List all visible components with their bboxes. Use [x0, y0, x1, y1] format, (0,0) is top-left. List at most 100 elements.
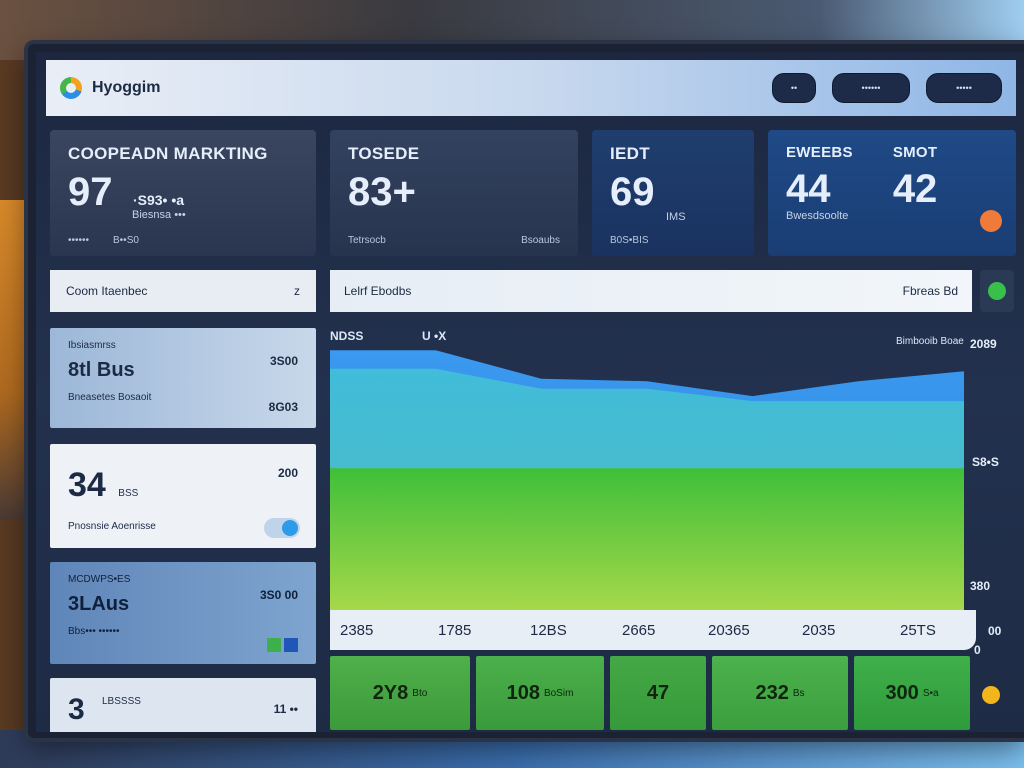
toolbar: •• •••••• ••••• — [772, 73, 1002, 103]
card-caption: Bneasetes Bosaoit — [68, 392, 152, 403]
chart-series-layer — [330, 350, 964, 610]
chip-blue — [284, 638, 298, 652]
kpi-subvalue: ·S93• •a — [132, 192, 185, 208]
kpi-value: 83+ — [348, 170, 416, 214]
card-value-top: 11 •• — [273, 702, 298, 716]
left-panel-header[interactable]: Coom Itaenbec z — [50, 270, 316, 312]
kpi-columns: EWEEBS 44 SMOT 42 — [786, 144, 998, 212]
alert-dot-icon[interactable] — [980, 210, 1002, 232]
card-value-top: 3S00 — [269, 354, 298, 368]
card-value-top: 3S0 00 — [259, 588, 298, 602]
kpi-card-marketing[interactable]: COOPEADN MARKTING 97 ·S93• •a Biesnsa ••… — [50, 130, 316, 256]
list-card[interactable]: 3 LBSSSS 11 •• — [50, 678, 316, 732]
kpi-footer-right: Bsoaubs — [521, 235, 560, 246]
kpi-label: TOSEDE — [348, 144, 420, 163]
x-tick-label: 25TS — [900, 622, 936, 639]
toolbar-button-1[interactable]: •• — [772, 73, 816, 103]
metric-tile[interactable]: 300 S•a — [854, 656, 970, 730]
card-caption: LBSSSS — [102, 696, 141, 707]
tile-value: 2Y8 — [372, 681, 409, 704]
kpi-card-iedt[interactable]: IEDT 69 IMS B0S•BIS — [592, 130, 754, 256]
kpi-label: IEDT — [610, 144, 650, 163]
kpi-value: 97 — [68, 170, 113, 214]
chart-status-button[interactable] — [980, 270, 1014, 312]
kpi-value: 69 — [610, 170, 655, 214]
x-tick-label: 2665 — [622, 622, 656, 639]
y-tick-label: 2089 — [970, 337, 997, 351]
metric-tile[interactable]: 232 Bs — [712, 656, 848, 730]
chart-svg: NDSS U •X Bimbooib Boae 2089 S8•S 380 0 — [330, 329, 999, 657]
metric-tile[interactable]: 47 — [610, 656, 706, 730]
card-big-value: 3 — [68, 693, 85, 726]
card-title: 8tl Bus — [68, 359, 135, 381]
metric-tile[interactable]: 2Y8 Bto — [330, 656, 470, 730]
y-tick-label: 380 — [970, 579, 990, 593]
kpi-value-a: 44 — [786, 167, 831, 211]
logo-icon — [60, 77, 82, 99]
card-big-value: 34 — [68, 466, 106, 504]
kpi-note: Biesnsa ••• — [132, 209, 186, 221]
chart-series-label-b: U •X — [422, 329, 446, 343]
area-chart: NDSS U •X Bimbooib Boae 2089 S8•S 380 0 — [330, 324, 1020, 657]
kpi-footer-right: B••S0 — [113, 235, 139, 246]
tile-value: 47 — [646, 681, 670, 704]
app-title: Hyoggim — [92, 79, 161, 96]
kpi-card-tosede[interactable]: TOSEDE 83+ Tetrsocb Bsoaubs — [330, 130, 578, 256]
kpi-card-eweebs[interactable]: EWEEBS 44 SMOT 42 Bwesdsoolte — [768, 130, 1016, 256]
x-tick-label: 20365 — [708, 622, 750, 639]
y-tick-label: 00 — [988, 624, 1002, 638]
y-tick-label: 0 — [974, 643, 981, 654]
card-label: Ibsiasmrss — [68, 340, 116, 351]
x-tick-label: 1785 — [438, 622, 472, 639]
card-value-bottom: 8G03 — [268, 400, 298, 414]
tile-sub: S•a — [922, 687, 939, 699]
metric-tile[interactable]: 108 BoSim — [476, 656, 604, 730]
area-series-3 — [330, 468, 964, 610]
top-bar: Hyoggim •• •••••• ••••• — [46, 60, 1016, 116]
kpi-footer-left: B0S•BIS — [610, 235, 649, 246]
kpi-label: COOPEADN MARKTING — [68, 144, 268, 163]
tile-value: 108 — [506, 681, 540, 704]
tile-value: 300 — [885, 681, 919, 704]
card-label: MCDWPS•ES — [68, 574, 131, 585]
kpi-footer-left: •••••• — [68, 235, 90, 246]
toolbar-button-3[interactable]: ••••• — [926, 73, 1002, 103]
kpi-note: IMS — [666, 211, 686, 223]
card-unit: BSS — [118, 488, 139, 499]
chart-title: Lelrf Ebodbs — [344, 284, 412, 298]
chart-series-label-a: NDSS — [330, 329, 363, 343]
chart-header: Lelrf Ebodbs Fbreas Bd — [330, 270, 972, 312]
x-tick-label: 12BS — [530, 622, 567, 639]
list-card[interactable]: Ibsiasmrss 8tl Bus Bneasetes Bosaoit 3S0… — [50, 328, 316, 428]
kpi-value-b: 42 — [892, 167, 938, 211]
x-axis: 2385 1785 12BS 2665 20365 2035 25TS — [330, 610, 976, 650]
tile-sub: Bs — [792, 687, 805, 699]
dashboard-screen: Hyoggim •• •••••• ••••• COOPEADN MARKTIN… — [36, 52, 1024, 732]
x-tick-label: 2035 — [802, 622, 836, 639]
list-card[interactable]: 34 BSS Pnosnsie Aoenrisse 200 — [50, 444, 316, 548]
chart-legend-label: Bimbooib Boae — [896, 336, 964, 347]
kpi-column-b: SMOT 42 — [893, 144, 938, 212]
toolbar-button-2[interactable]: •••••• — [832, 73, 910, 103]
monitor: Hyoggim •• •••••• ••••• COOPEADN MARKTIN… — [28, 44, 1024, 738]
card-value-top: 200 — [277, 466, 298, 480]
card-caption: Bbs••• •••••• — [68, 626, 120, 637]
chip-green — [267, 638, 281, 652]
card-title: 3LAus — [68, 593, 130, 615]
tile-sub: BoSim — [543, 687, 574, 699]
kpi-footer: Tetrsocb Bsoaubs — [348, 235, 560, 246]
status-dot-icon[interactable] — [982, 686, 1000, 704]
chart-header-right: Fbreas Bd — [902, 284, 958, 298]
kpi-footer: B0S•BIS — [610, 235, 736, 246]
list-card[interactable]: MCDWPS•ES 3LAus Bbs••• •••••• 3S0 00 — [50, 562, 316, 664]
tile-sub: Bto — [412, 687, 428, 699]
kpi-column-a: EWEEBS 44 — [786, 144, 853, 212]
left-panel-mark: z — [294, 284, 300, 298]
kpi-label-a: EWEEBS — [786, 144, 853, 161]
color-chips — [267, 638, 298, 652]
toggle-switch[interactable] — [264, 518, 300, 538]
kpi-footer-left: Tetrsocb — [348, 235, 386, 246]
card-caption: Pnosnsie Aoenrisse — [68, 521, 156, 532]
left-panel-title: Coom Itaenbec — [66, 284, 148, 298]
kpi-footer: •••••• B••S0 — [68, 235, 139, 246]
